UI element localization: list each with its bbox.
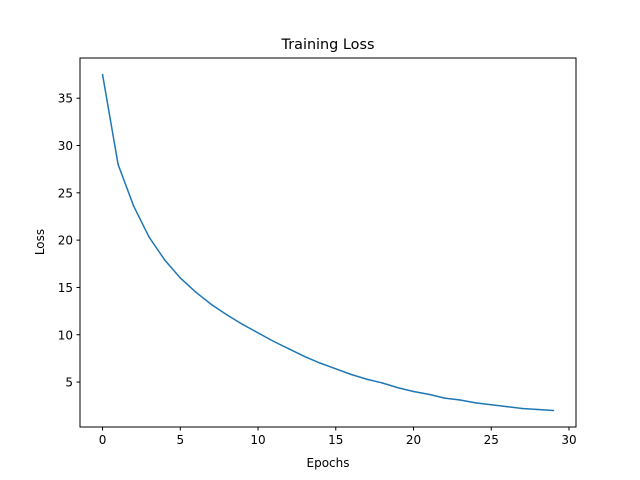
y-tick-label: 25 bbox=[58, 186, 73, 200]
x-tick-label: 5 bbox=[176, 433, 184, 447]
data-point bbox=[303, 355, 306, 358]
data-point bbox=[257, 332, 259, 334]
y-tick-label: 35 bbox=[58, 92, 73, 106]
x-axis: 0 5 10 15 20 25 30 bbox=[99, 427, 577, 447]
data-point bbox=[288, 348, 290, 350]
data-point bbox=[350, 373, 353, 376]
y-tick-label: 5 bbox=[65, 376, 73, 390]
y-axis-label: Loss bbox=[33, 229, 47, 255]
data-point bbox=[428, 393, 430, 396]
x-tick-label: 20 bbox=[406, 433, 421, 447]
y-tick-label: 30 bbox=[58, 139, 73, 153]
data-points bbox=[101, 73, 555, 412]
data-point bbox=[459, 399, 461, 401]
y-axis: 5 10 15 20 25 30 35 bbox=[58, 92, 80, 390]
data-point bbox=[132, 205, 135, 207]
data-point bbox=[381, 382, 384, 384]
data-point bbox=[537, 408, 539, 411]
data-point bbox=[521, 407, 524, 410]
x-tick-label: 10 bbox=[250, 433, 265, 447]
data-point bbox=[241, 323, 244, 326]
x-axis-label: Epochs bbox=[307, 456, 350, 470]
data-point bbox=[412, 390, 415, 393]
data-point bbox=[210, 303, 213, 306]
data-point bbox=[179, 277, 182, 279]
data-point bbox=[272, 340, 275, 343]
data-point bbox=[335, 368, 337, 370]
data-point bbox=[552, 409, 555, 412]
data-point bbox=[226, 314, 228, 316]
x-tick-label: 25 bbox=[484, 433, 499, 447]
data-point bbox=[117, 163, 119, 166]
loss-series-line bbox=[101, 74, 554, 412]
data-point bbox=[474, 402, 477, 404]
data-point bbox=[101, 73, 104, 76]
plot-frame bbox=[79, 57, 577, 428]
data-point bbox=[443, 397, 446, 399]
x-tick-label: 0 bbox=[99, 433, 107, 447]
data-point bbox=[397, 386, 399, 389]
data-point bbox=[195, 291, 197, 293]
chart-title: Training Loss bbox=[281, 37, 375, 53]
data-point bbox=[366, 378, 368, 380]
y-tick-label: 10 bbox=[58, 328, 73, 342]
data-point bbox=[319, 362, 321, 364]
x-tick-label: 30 bbox=[561, 433, 576, 447]
data-point bbox=[163, 259, 166, 261]
data-point bbox=[506, 405, 508, 408]
data-point bbox=[148, 236, 150, 239]
x-tick-label: 15 bbox=[328, 433, 343, 447]
y-tick-label: 15 bbox=[58, 281, 73, 295]
data-point bbox=[490, 404, 493, 406]
y-tick-label: 20 bbox=[58, 234, 73, 248]
